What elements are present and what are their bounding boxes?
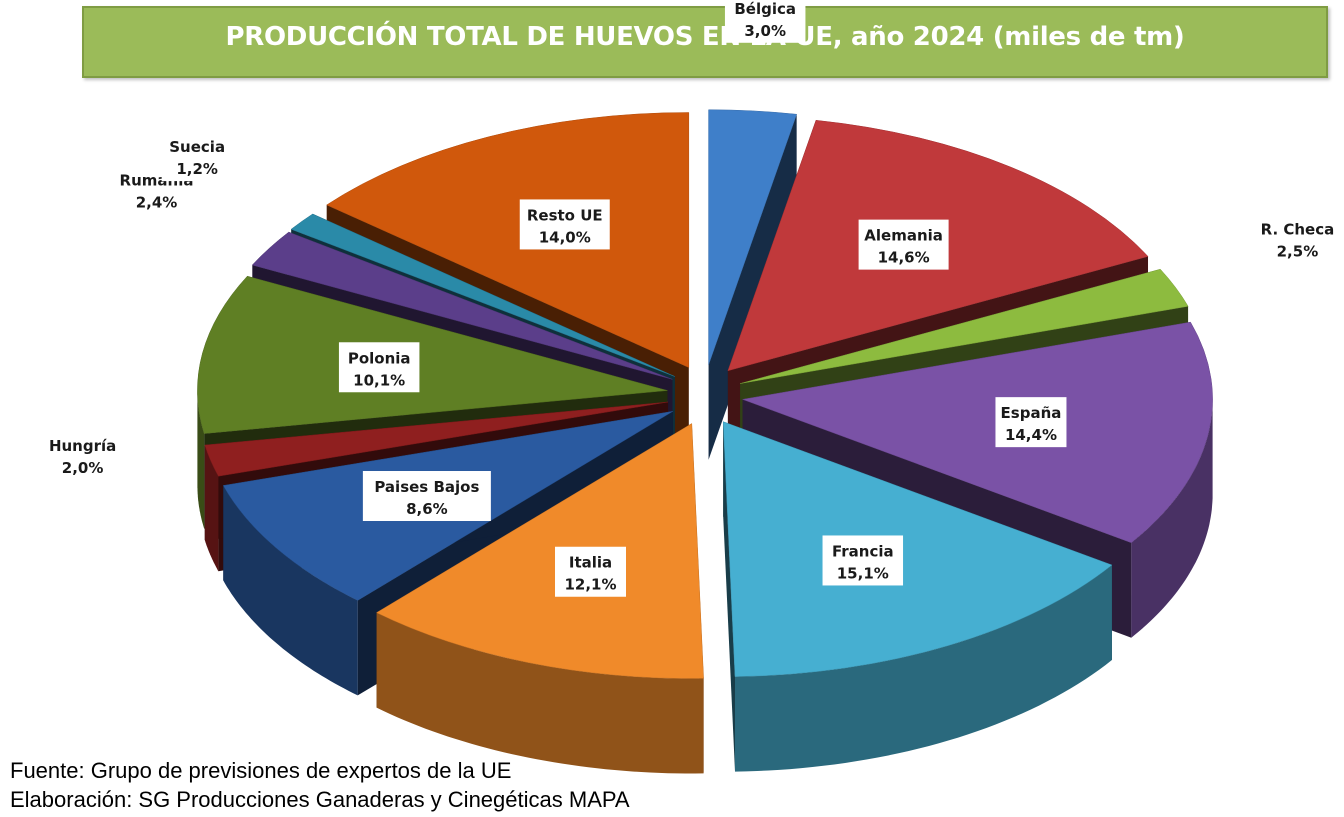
source-note: Fuente: Grupo de previsiones de expertos… xyxy=(10,758,512,783)
data-label-bg xyxy=(995,397,1067,448)
slice-top-face xyxy=(740,268,1189,384)
data-label: Alemania 14,6% xyxy=(858,219,949,270)
chart-footer: Fuente: Grupo de previsiones de expertos… xyxy=(10,756,630,814)
data-label-value: 14,4% xyxy=(1005,426,1057,444)
pie-slice-francia xyxy=(722,421,1113,772)
slice-top-face xyxy=(741,321,1213,543)
slice-top-face xyxy=(326,112,690,368)
data-label-category: España xyxy=(1001,404,1062,422)
data-label-category: Italia xyxy=(569,554,612,572)
data-label-category: Bélgica xyxy=(734,0,796,18)
data-label-category: Suecia xyxy=(169,138,225,156)
data-label: España 14,4% xyxy=(995,397,1067,448)
data-label-value: 3,0% xyxy=(744,22,786,40)
data-label-value: 14,6% xyxy=(878,249,930,267)
data-label-value: 8,6% xyxy=(406,500,448,518)
data-label-value: 1,2% xyxy=(176,160,218,178)
data-label-value: 2,0% xyxy=(62,459,104,477)
data-label-value: 12,1% xyxy=(564,576,616,594)
data-label-value: 15,1% xyxy=(837,564,889,582)
slice-top-face xyxy=(290,213,675,377)
pie-slices xyxy=(197,109,1213,774)
data-label: Paises Bajos 8,6% xyxy=(362,471,491,522)
slice-outer-wall xyxy=(735,565,1112,772)
data-label: Suecia 1,2% xyxy=(161,131,233,182)
data-label-category: Polonia xyxy=(348,349,411,367)
data-label-category: Francia xyxy=(832,542,894,560)
data-label: Resto UE 14,0% xyxy=(519,199,610,250)
data-label-value: 14,0% xyxy=(539,228,591,246)
slice-top-face xyxy=(197,275,668,434)
data-label-category: Alemania xyxy=(864,227,943,245)
data-label-category: Resto UE xyxy=(527,206,603,224)
slice-outer-wall xyxy=(204,445,219,572)
data-label: R. Checa 2,5% xyxy=(1252,213,1343,264)
data-label-bg xyxy=(42,430,123,481)
slice-top-face xyxy=(708,109,797,365)
data-label-bg xyxy=(1252,213,1343,264)
slice-outer-wall xyxy=(376,612,704,774)
data-label-value: 2,4% xyxy=(136,193,178,211)
slice-outer-wall xyxy=(223,485,358,696)
data-label-value: 2,5% xyxy=(1277,243,1319,261)
data-label: Francia 15,1% xyxy=(822,535,904,586)
slice-side-wall xyxy=(723,421,736,772)
pie-slice-italia xyxy=(376,423,704,774)
data-label-bg xyxy=(858,219,949,270)
data-label-bg xyxy=(161,131,233,182)
data-label: Polonia 10,1% xyxy=(338,342,420,393)
data-label-bg xyxy=(362,471,491,522)
data-label-bg xyxy=(555,546,627,597)
chart-title-banner: PRODUCCIÓN TOTAL DE HUEVOS EN LA UE, año… xyxy=(82,6,1328,78)
slice-top-face xyxy=(722,421,1113,677)
data-label-bg xyxy=(338,342,420,393)
slice-top-face xyxy=(204,401,669,477)
data-label-category: Paises Bajos xyxy=(374,478,479,496)
slice-top-face xyxy=(251,231,673,380)
slice-outer-wall xyxy=(1131,399,1213,638)
data-label-value: 10,1% xyxy=(353,371,405,389)
slice-outer-wall xyxy=(197,390,205,529)
chart-title: PRODUCCIÓN TOTAL DE HUEVOS EN LA UE, año… xyxy=(225,22,1185,52)
data-label: Italia 12,1% xyxy=(555,546,627,597)
pie-labels: Bélgica 3,0% Alemania 14,6% R. Checa 2,5% Espa… xyxy=(42,0,1343,597)
data-label-bg xyxy=(822,535,904,586)
data-label: Bélgica 3,0% xyxy=(724,0,806,43)
data-label-category: R. Checa xyxy=(1261,221,1335,239)
data-label-bg xyxy=(519,199,610,250)
data-label-category: Hungría xyxy=(49,437,116,455)
credit-note: Elaboración: SG Producciones Ganaderas y… xyxy=(10,787,630,812)
slice-top-face xyxy=(376,423,704,679)
data-label: Hungría 2,0% xyxy=(42,430,123,481)
data-label-bg xyxy=(724,0,806,43)
